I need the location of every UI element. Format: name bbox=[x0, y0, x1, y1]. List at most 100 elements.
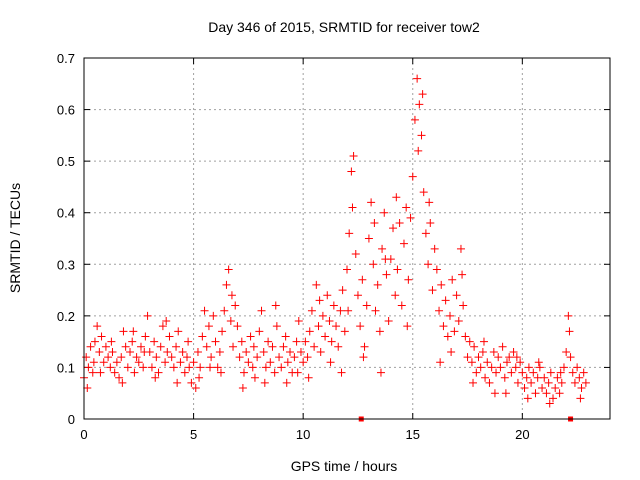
data-point bbox=[110, 368, 119, 377]
data-point bbox=[557, 378, 566, 387]
data-point bbox=[437, 280, 446, 289]
data-point bbox=[334, 342, 343, 351]
data-point bbox=[382, 270, 391, 279]
data-point bbox=[391, 291, 400, 300]
data-point bbox=[143, 311, 152, 320]
data-point bbox=[551, 384, 560, 393]
data-point bbox=[353, 291, 362, 300]
data-point bbox=[293, 368, 302, 377]
data-point bbox=[162, 317, 171, 326]
data-point bbox=[271, 301, 280, 310]
data-point bbox=[469, 378, 478, 387]
data-point bbox=[358, 275, 367, 284]
data-point bbox=[425, 198, 434, 207]
data-point bbox=[165, 332, 174, 341]
data-point bbox=[467, 358, 476, 367]
data-point bbox=[248, 363, 257, 372]
data-point bbox=[90, 337, 99, 346]
grid-lines bbox=[84, 58, 610, 419]
data-point bbox=[315, 296, 324, 305]
data-point bbox=[459, 301, 468, 310]
data-point bbox=[370, 219, 379, 228]
chart-title: Day 346 of 2015, SRMTID for receiver tow… bbox=[208, 19, 480, 35]
data-point bbox=[463, 353, 472, 362]
data-point bbox=[492, 368, 501, 377]
data-point bbox=[136, 342, 145, 351]
data-point bbox=[222, 280, 231, 289]
data-point bbox=[326, 358, 335, 367]
data-point bbox=[481, 373, 490, 382]
data-point bbox=[402, 203, 411, 212]
data-point bbox=[461, 332, 470, 341]
data-point bbox=[403, 322, 412, 331]
data-point bbox=[436, 358, 445, 367]
data-point bbox=[413, 74, 422, 83]
data-point bbox=[338, 286, 347, 295]
data-point bbox=[312, 280, 321, 289]
data-point bbox=[562, 347, 571, 356]
data-point bbox=[198, 332, 207, 341]
data-point bbox=[294, 317, 303, 326]
data-point bbox=[204, 322, 213, 331]
data-point bbox=[494, 353, 503, 362]
data-point bbox=[474, 353, 483, 362]
data-point bbox=[540, 373, 549, 382]
data-point bbox=[581, 378, 590, 387]
data-point bbox=[489, 347, 498, 356]
data-point bbox=[430, 244, 439, 253]
data-point bbox=[220, 306, 229, 315]
data-point bbox=[500, 373, 509, 382]
data-point bbox=[559, 363, 568, 372]
data-point bbox=[490, 389, 499, 398]
data-point bbox=[524, 363, 533, 372]
x-tick-label: 0 bbox=[80, 427, 87, 442]
data-point bbox=[95, 347, 104, 356]
data-point bbox=[151, 373, 160, 382]
data-point bbox=[310, 342, 319, 351]
data-point bbox=[518, 368, 527, 377]
data-point bbox=[408, 172, 417, 181]
data-point bbox=[323, 291, 332, 300]
data-point bbox=[496, 363, 505, 372]
data-point bbox=[375, 327, 384, 336]
data-point bbox=[176, 358, 185, 367]
data-point bbox=[470, 342, 479, 351]
data-point bbox=[218, 327, 227, 336]
data-point bbox=[215, 347, 224, 356]
data-point bbox=[172, 342, 181, 351]
data-point bbox=[443, 332, 452, 341]
data-point bbox=[118, 378, 127, 387]
data-point bbox=[191, 384, 200, 393]
data-point bbox=[128, 337, 137, 346]
plot-frame bbox=[83, 57, 611, 420]
data-point bbox=[305, 327, 314, 336]
data-point bbox=[446, 311, 455, 320]
data-point bbox=[348, 203, 357, 212]
data-point bbox=[119, 327, 128, 336]
data-point bbox=[553, 373, 562, 382]
data-point bbox=[544, 378, 553, 387]
data-point bbox=[93, 322, 102, 331]
data-point bbox=[163, 347, 172, 356]
data-point bbox=[450, 327, 459, 336]
data-point bbox=[193, 347, 202, 356]
data-point bbox=[307, 306, 316, 315]
data-point bbox=[359, 353, 368, 362]
data-point bbox=[538, 384, 547, 393]
data-point bbox=[224, 265, 233, 274]
data-point bbox=[418, 90, 427, 99]
data-point bbox=[465, 337, 474, 346]
data-point bbox=[523, 394, 532, 403]
data-point bbox=[89, 358, 98, 367]
data-point bbox=[126, 347, 135, 356]
y-tick-label: 0 bbox=[68, 412, 75, 427]
data-point bbox=[458, 270, 467, 279]
data-point bbox=[511, 363, 520, 372]
data-point bbox=[264, 337, 273, 346]
data-point bbox=[101, 342, 110, 351]
data-point bbox=[439, 322, 448, 331]
data-point bbox=[227, 291, 236, 300]
data-point bbox=[96, 368, 105, 377]
data-point bbox=[546, 368, 555, 377]
